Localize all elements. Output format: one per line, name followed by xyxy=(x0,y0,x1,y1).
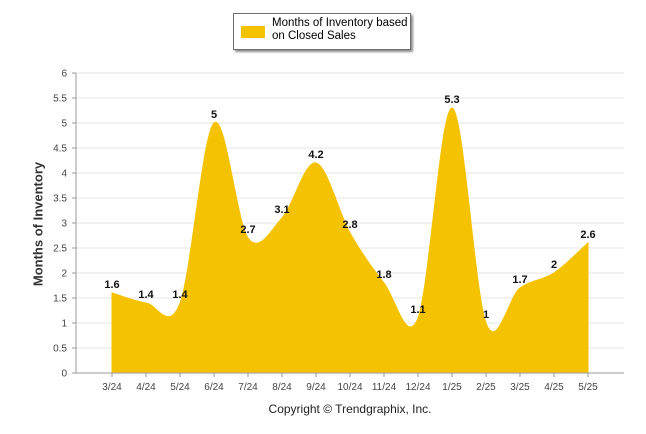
y-tick-label: 2.5 xyxy=(53,244,67,255)
y-tick-label: 4.5 xyxy=(53,144,67,155)
legend-label: Months of Inventory based on Closed Sale… xyxy=(272,17,408,42)
y-axis-title: Months of Inventory xyxy=(30,161,46,287)
x-tick-label: 2/25 xyxy=(476,382,496,393)
y-tick-label: 5 xyxy=(61,119,67,130)
data-label: 2.6 xyxy=(580,229,595,241)
legend-swatch xyxy=(241,26,265,38)
y-tick-label: 1 xyxy=(61,319,67,330)
y-tick-label: 0 xyxy=(61,369,67,380)
y-tick-label: 3 xyxy=(61,219,67,230)
data-label: 1 xyxy=(483,309,489,321)
data-label: 2.8 xyxy=(342,219,357,231)
data-label: 1.7 xyxy=(512,274,527,286)
data-label: 1.4 xyxy=(138,289,154,301)
x-tick-label: 9/24 xyxy=(306,382,326,393)
x-tick-label: 11/24 xyxy=(372,382,397,393)
data-label: 5.3 xyxy=(444,94,459,106)
legend: Months of Inventory based on Closed Sale… xyxy=(233,13,411,50)
x-tick-labels: 3/24 4/24 5/24 6/24 7/24 8/24 9/24 10/24 11/24 12… xyxy=(102,382,598,393)
y-tick-label: 1.5 xyxy=(53,294,67,305)
x-tick-label: 3/25 xyxy=(510,382,530,393)
y-tick-label: 0.5 xyxy=(53,344,67,355)
copyright-footer: Copyright © Trendgraphix, Inc. xyxy=(268,402,432,416)
data-labels: 1.6 1.4 1.4 5 2.7 3.1 4.2 2.8 1.8 1.1 5.3 1 1.7 2 2.6 xyxy=(104,94,595,321)
area-series xyxy=(111,107,589,374)
x-tick-label: 10/24 xyxy=(337,382,362,393)
y-tick-label: 6 xyxy=(61,69,67,80)
y-tick-labels: 0 0.5 1 1.5 2 2.5 3 3.5 4 4.5 5 5.5 6 xyxy=(53,69,67,380)
data-label: 3.1 xyxy=(274,204,289,216)
data-label: 1.4 xyxy=(172,289,188,301)
y-tick-label: 4 xyxy=(61,169,67,180)
y-tick-label: 3.5 xyxy=(53,194,67,205)
data-label: 2.7 xyxy=(240,224,255,236)
area-fill xyxy=(111,107,589,374)
axes xyxy=(72,72,624,377)
x-tick-label: 8/24 xyxy=(272,382,292,393)
data-label: 2 xyxy=(551,259,557,271)
data-label: 5 xyxy=(211,109,217,121)
x-tick-label: 4/25 xyxy=(544,382,564,393)
x-tick-label: 4/24 xyxy=(136,382,156,393)
x-tick-label: 12/24 xyxy=(405,382,430,393)
x-tick-label: 5/25 xyxy=(578,382,598,393)
x-tick-label: 6/24 xyxy=(204,382,224,393)
y-tick-label: 5.5 xyxy=(53,94,67,105)
x-tick-label: 5/24 xyxy=(170,382,190,393)
data-label: 1.8 xyxy=(376,269,391,281)
x-tick-label: 7/24 xyxy=(238,382,258,393)
data-label: 1.1 xyxy=(410,304,425,316)
data-label: 1.6 xyxy=(104,279,119,291)
x-tick-label: 1/25 xyxy=(442,382,462,393)
data-label: 4.2 xyxy=(308,149,323,161)
x-tick-label: 3/24 xyxy=(102,382,122,393)
y-tick-label: 2 xyxy=(61,269,67,280)
